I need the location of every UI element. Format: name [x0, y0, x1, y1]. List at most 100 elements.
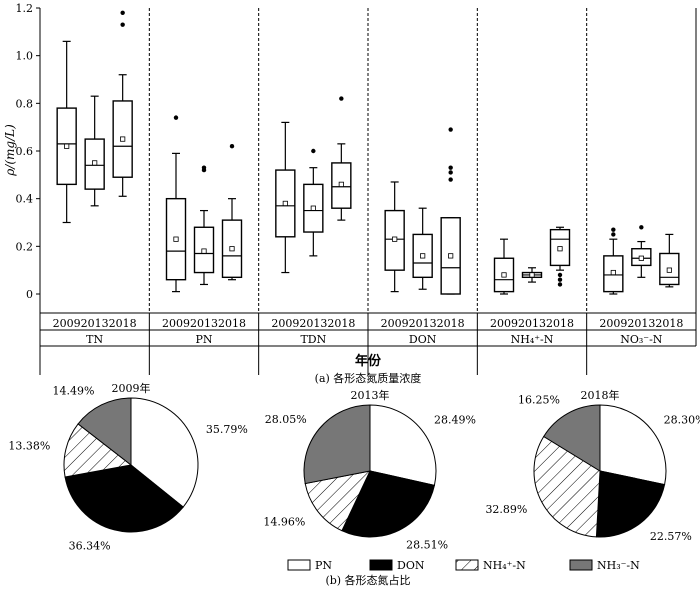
mean-marker: [420, 253, 426, 259]
x-tick-year-label: 2009: [381, 317, 409, 330]
outlier-point: [173, 115, 179, 120]
pie-title: 2013年: [351, 388, 390, 402]
x-tick-year-label: 2013: [627, 317, 655, 330]
box-PN-2009: [165, 115, 187, 293]
box-TN-2009: [56, 40, 77, 224]
pie-slice-label: 28.49%: [434, 414, 476, 427]
x-tick-year-label: 2009: [53, 317, 81, 330]
x-tick-year-label: 2013: [81, 317, 109, 330]
pie-2013年: 2013年 28.49% 28.51% 14.96% 28.05%: [263, 388, 476, 552]
group-label: PN: [195, 333, 212, 346]
box-TN-2013: [84, 95, 105, 207]
pie-slice-label: 28.51%: [406, 539, 448, 552]
pie-slice-label: 14.96%: [263, 515, 305, 528]
legend-swatch: [287, 559, 311, 571]
outlier-point: [448, 165, 453, 170]
outlier-point: [557, 277, 563, 282]
outlier-point: [557, 282, 563, 287]
box-DON-2018: [440, 127, 461, 295]
x-axis-label: 年份: [355, 353, 382, 369]
mean-marker: [529, 272, 535, 278]
box-NH₄⁺-N-2009: [493, 238, 515, 295]
boxes: [56, 10, 680, 295]
outlier-point: [339, 96, 344, 101]
pie-slice-label: 28.05%: [265, 413, 307, 426]
caption-b: (b) 各形态氮占比: [325, 573, 410, 587]
pie-slice-NH₃⁻-N: [303, 404, 371, 485]
mean-marker: [310, 205, 316, 211]
box-NO₃⁻-N-2013: [631, 225, 652, 278]
x-tick-year-label: 2018: [327, 317, 355, 330]
outlier-point: [611, 232, 616, 237]
outlier-point: [201, 165, 207, 170]
y-tick-label: 0.2: [16, 240, 34, 253]
outlier-point: [311, 148, 316, 154]
y-tick-label: 0.4: [16, 193, 34, 206]
box-TDN-2018: [331, 96, 352, 221]
box-NO₃⁻-N-2009: [603, 227, 624, 295]
legend-swatch: [369, 559, 393, 571]
pie-slice-PN: [369, 404, 437, 486]
outlier-point: [120, 10, 125, 15]
mean-marker: [610, 269, 616, 276]
y-tick-label: 1.2: [16, 2, 34, 15]
x-tick-year-label: 2013: [409, 317, 437, 330]
box-NH₄⁺-N-2018: [549, 226, 571, 287]
y-axis-label: ρ/(mg/L): [3, 124, 17, 177]
group-label: TN: [86, 333, 103, 346]
x-tick-year-label: 2009: [490, 317, 518, 330]
mean-marker: [448, 253, 454, 259]
pie-slice-label: 14.49%: [53, 384, 95, 397]
mean-marker: [282, 200, 288, 207]
group-separators: [148, 8, 588, 375]
box-PN-2013: [193, 165, 215, 286]
mean-marker: [229, 246, 235, 252]
outlier-point: [448, 177, 453, 182]
box-TN-2018: [112, 10, 133, 197]
caption-a: (a) 各形态氮质量浓度: [315, 371, 422, 385]
legend-item-NH₃⁻-N: NH₃⁻-N: [569, 559, 640, 572]
legend-swatch: [569, 559, 593, 571]
mean-marker: [92, 160, 98, 166]
mean-marker: [173, 236, 179, 242]
pie-slice-label: 13.38%: [8, 439, 50, 452]
x-tick-year-label: 2018: [437, 317, 465, 330]
pie-slice-NH₃⁻-N: [77, 397, 132, 467]
pie-title: 2009年: [112, 381, 151, 395]
x-tick-year-label: 2009: [599, 317, 627, 330]
pie-slice-NH₄⁺-N: [63, 423, 133, 478]
y-tick-label: 0.6: [16, 145, 34, 158]
box-TDN-2013: [303, 148, 324, 257]
pie-slice-label: 16.25%: [518, 393, 560, 406]
outlier-point: [557, 272, 563, 278]
y-tick-label: 1.0: [16, 50, 34, 63]
legend-label: NH₃⁻-N: [597, 559, 640, 572]
legend-item-PN: PN: [287, 559, 332, 572]
outlier-point: [229, 144, 235, 149]
mean-marker: [638, 255, 644, 261]
pie-slice-label: 28.30%: [664, 413, 700, 426]
y-axis-ticks: 0 0.2 0.4 0.6 0.8 1.0 1.2: [16, 2, 40, 301]
group-label: TDN: [300, 333, 326, 346]
mean-marker: [120, 136, 126, 142]
box-NH₄⁺-N-2013: [521, 267, 543, 283]
x-tick-year-label: 2013: [190, 317, 218, 330]
pie-slice-NH₃⁻-N: [543, 404, 601, 472]
pie-slice-DON: [64, 464, 184, 533]
y-tick-label: 0.8: [16, 97, 34, 110]
x-tick-year-label: 2013: [518, 317, 546, 330]
mean-marker: [64, 143, 70, 149]
legend-label: DON: [397, 559, 425, 572]
pie-slice-label: 36.34%: [69, 539, 111, 552]
pie-slice-NH₄⁺-N: [533, 435, 601, 538]
pie-2018年: 2018年 28.30% 22.57% 32.89% 16.25%: [485, 388, 700, 543]
pie-slice-NH₄⁺-N: [304, 470, 371, 532]
group-label: NH₄⁺-N: [511, 333, 554, 346]
pie-slice-label: 35.79%: [206, 423, 248, 436]
group-label: NO₃⁻-N: [620, 333, 663, 346]
mean-marker: [392, 236, 398, 242]
mean-marker: [557, 246, 563, 252]
box-TDN-2009: [275, 121, 296, 274]
x-tick-year-label: 2009: [271, 317, 299, 330]
box-NO₃⁻-N-2018: [659, 233, 680, 288]
